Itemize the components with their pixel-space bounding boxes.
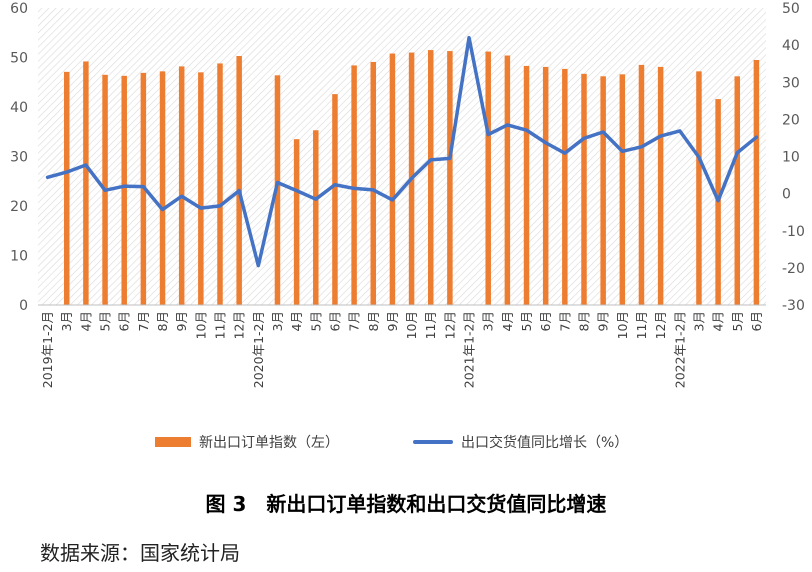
bar-29 [600, 76, 606, 305]
legend-line-label: 出口交货值同比增长（%） [461, 435, 629, 451]
x-tick-2: 4月 [78, 311, 93, 331]
bar-16 [351, 65, 357, 305]
bar-7 [178, 66, 185, 305]
x-tick-30: 10月 [615, 311, 630, 339]
x-tick-18: 9月 [385, 311, 400, 331]
x-tick-34: 3月 [691, 311, 706, 331]
bar-25 [523, 65, 530, 305]
x-tick-14: 5月 [308, 311, 323, 331]
x-tick-26: 6月 [538, 311, 553, 331]
x-tick-25: 5月 [519, 311, 534, 331]
bar-23 [485, 51, 491, 306]
x-tick-1: 3月 [59, 311, 74, 331]
bar-36 [734, 76, 741, 305]
legend: 新出口订单指数（左） 出口交货值同比增长（%） [0, 432, 812, 456]
bar-18 [389, 53, 396, 305]
combo-chart: 0 10 20 30 40 50 60 -30 -20 -10 0 10 20 30 40 50 2019年… [10, 1, 805, 388]
bar-series [63, 50, 760, 306]
legend-item-bar: 新出口订单指数（左） [155, 432, 339, 452]
x-tick-27: 7月 [557, 311, 572, 331]
right-tick-50: 50 [782, 1, 800, 17]
left-tick-20: 20 [10, 199, 28, 215]
left-tick-60: 60 [10, 1, 28, 17]
x-tick-24: 4月 [500, 311, 515, 331]
x-tick-19: 10月 [404, 311, 419, 339]
legend-bar-swatch [155, 437, 191, 447]
x-tick-23: 3月 [481, 311, 496, 331]
x-tick-8: 10月 [193, 311, 208, 339]
x-tick-3: 5月 [98, 311, 113, 331]
bar-24 [504, 55, 511, 305]
x-tick-37: 6月 [749, 311, 764, 331]
x-tick-9: 11月 [213, 311, 228, 339]
left-tick-10: 10 [10, 249, 28, 265]
bar-8 [198, 72, 204, 305]
x-tick-15: 6月 [327, 311, 342, 331]
left-tick-0: 0 [19, 298, 28, 314]
x-tick-17: 8月 [366, 311, 381, 331]
bar-34 [696, 71, 702, 305]
bar-27 [562, 68, 568, 305]
bar-28 [581, 73, 587, 305]
bar-20 [427, 50, 434, 305]
bar-21 [447, 51, 453, 306]
bar-10 [236, 56, 242, 305]
right-tick--10: -10 [782, 224, 805, 240]
x-tick-20: 11月 [423, 311, 438, 339]
legend-item-line: 出口交货值同比增长（%） [413, 432, 628, 452]
x-tick-13: 4月 [289, 311, 304, 331]
bar-6 [159, 71, 166, 305]
right-tick-40: 40 [782, 38, 800, 54]
x-tick-16: 7月 [347, 311, 362, 331]
bar-37 [753, 59, 760, 306]
bar-17 [370, 61, 377, 306]
x-tick-22: 2021年1-2月 [462, 311, 477, 388]
left-tick-30: 30 [10, 150, 28, 166]
bar-15 [332, 94, 338, 305]
x-tick-32: 12月 [653, 311, 668, 339]
bar-14 [313, 130, 319, 305]
legend-line-swatch [413, 440, 453, 444]
left-tick-50: 50 [10, 51, 28, 67]
right-tick-20: 20 [782, 112, 800, 128]
x-tick-29: 9月 [596, 311, 611, 331]
x-tick-5: 7月 [136, 311, 151, 331]
left-tick-40: 40 [10, 100, 28, 116]
x-tick-4: 6月 [117, 311, 132, 331]
right-y-ticks: -30 -20 -10 0 10 20 30 40 50 [782, 1, 805, 314]
bar-26 [542, 66, 549, 305]
bar-30 [619, 74, 626, 305]
x-tick-0: 2019年1-2月 [40, 311, 55, 388]
x-tick-28: 8月 [577, 311, 592, 331]
x-tick-36: 5月 [730, 311, 745, 331]
x-tick-7: 9月 [174, 311, 189, 331]
plot-area [38, 8, 766, 305]
x-tick-10: 12月 [232, 311, 247, 339]
bar-4 [121, 75, 127, 305]
bar-32 [657, 66, 664, 305]
x-tick-12: 3月 [270, 311, 285, 331]
right-tick--30: -30 [782, 298, 805, 314]
right-tick-30: 30 [782, 75, 800, 91]
x-tick-35: 4月 [711, 311, 726, 331]
x-tick-11: 2020年1-2月 [251, 311, 266, 388]
bar-9 [217, 63, 223, 305]
bar-31 [638, 64, 645, 305]
bar-2 [83, 61, 89, 306]
source-note: 数据来源：国家统计局 [40, 541, 240, 565]
right-tick-10: 10 [782, 150, 800, 166]
x-tick-21: 12月 [442, 311, 457, 339]
x-tick-33: 2022年1-2月 [672, 311, 687, 388]
legend-bar-label: 新出口订单指数（左） [199, 435, 339, 451]
x-tick-31: 11月 [634, 311, 649, 339]
left-y-ticks: 0 10 20 30 40 50 60 [10, 1, 28, 314]
right-tick-0: 0 [782, 187, 791, 203]
bar-1 [63, 71, 70, 305]
bar-13 [293, 139, 300, 305]
line-series [45, 35, 759, 268]
x-tick-6: 8月 [155, 311, 170, 331]
figure-title: 图 3 新出口订单指数和出口交货值同比增速 [205, 492, 607, 516]
x-ticks: 2019年1-2月 3月 4月 5月 6月 7月 8月 9月 10月 11月 12月 2020年1-2… [40, 311, 764, 388]
right-tick--20: -20 [782, 261, 805, 277]
